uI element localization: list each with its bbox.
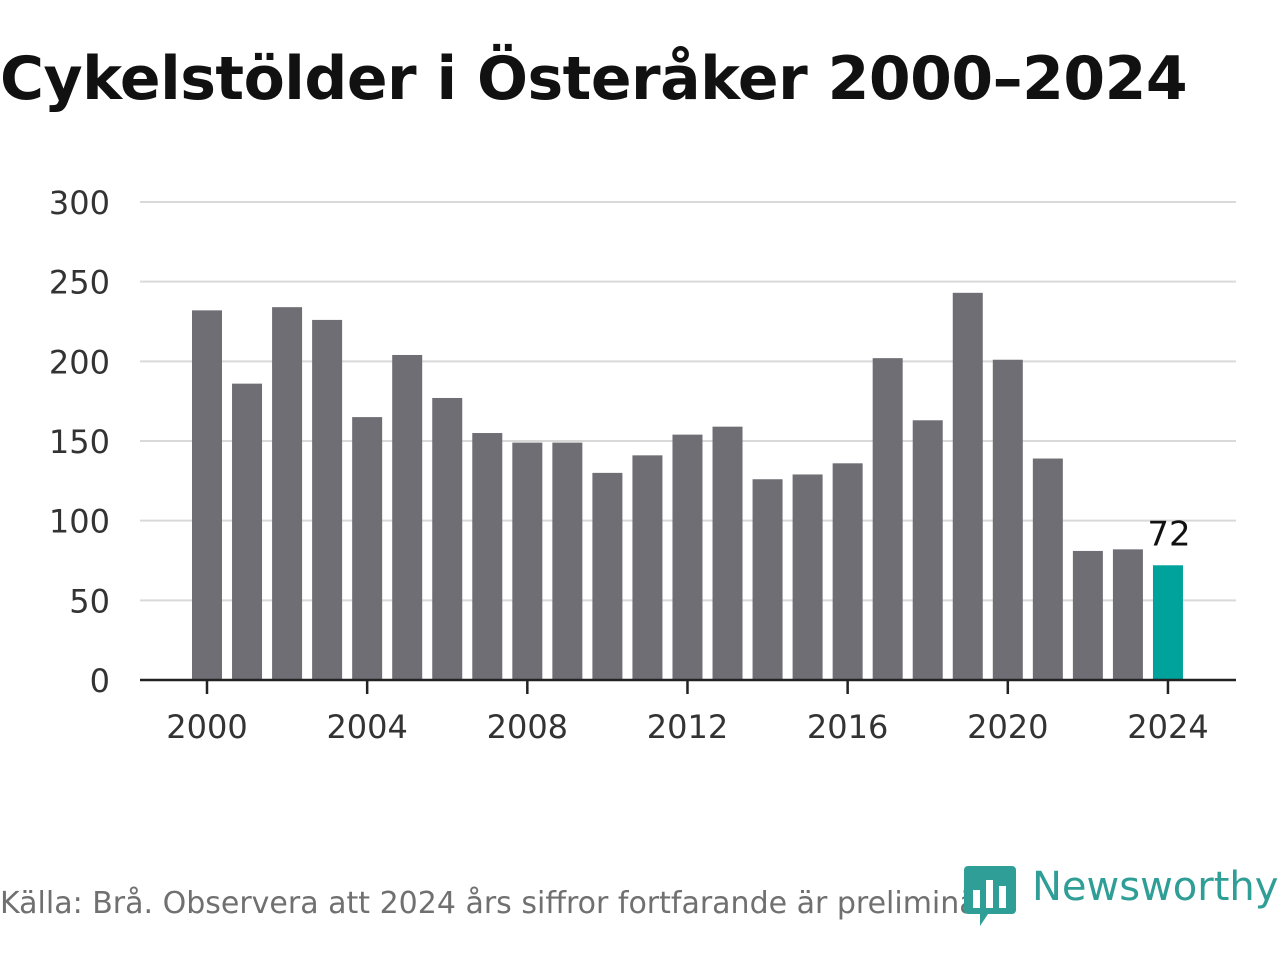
chart-title: Cykelstölder i Österåker 2000–2024 bbox=[0, 44, 1188, 114]
bar bbox=[1072, 550, 1103, 680]
brand-name: Newsworthy bbox=[1032, 864, 1279, 910]
y-tick-label: 200 bbox=[49, 343, 110, 381]
bar bbox=[592, 472, 623, 680]
data-labels: 72 bbox=[1147, 514, 1190, 554]
x-tick-labels: 2000 2004 2008 2012 2016 2020 2024 bbox=[166, 708, 1208, 746]
bar bbox=[512, 442, 543, 680]
bar bbox=[472, 433, 503, 680]
bar bbox=[432, 397, 463, 680]
bar bbox=[1112, 549, 1143, 680]
bars bbox=[192, 292, 1183, 680]
y-tick-label: 0 bbox=[90, 662, 110, 700]
bar bbox=[752, 479, 783, 680]
bar bbox=[792, 474, 823, 680]
bar bbox=[952, 292, 983, 680]
y-tick-labels: 0 50 100 150 200 250 300 bbox=[49, 184, 110, 700]
bar bbox=[232, 383, 263, 680]
x-tick-label: 2016 bbox=[807, 708, 888, 746]
bar bbox=[392, 354, 423, 680]
bar bbox=[712, 426, 743, 680]
bar bbox=[312, 319, 343, 680]
bar bbox=[272, 307, 303, 680]
x-tick-label: 2020 bbox=[967, 708, 1048, 746]
bar bbox=[192, 310, 222, 680]
bar bbox=[632, 455, 663, 680]
bar bbox=[352, 417, 383, 680]
newsworthy-logo[interactable]: Newsworthy bbox=[964, 864, 1280, 928]
bar bbox=[552, 442, 583, 680]
bar-chart-bubble-icon bbox=[964, 866, 1016, 926]
y-tick-label: 300 bbox=[49, 184, 110, 222]
x-tick-label: 2024 bbox=[1127, 708, 1208, 746]
bar-highlight bbox=[1152, 565, 1183, 680]
y-tick-label: 100 bbox=[49, 503, 110, 541]
x-tick-label: 2008 bbox=[487, 708, 568, 746]
x-tick-label: 2000 bbox=[166, 708, 247, 746]
bar bbox=[832, 463, 863, 680]
y-tick-label: 150 bbox=[49, 423, 110, 461]
y-tick-label: 250 bbox=[49, 264, 110, 302]
data-label: 72 bbox=[1147, 514, 1190, 554]
x-tick-label: 2012 bbox=[647, 708, 728, 746]
bar bbox=[1032, 458, 1063, 680]
bar bbox=[992, 359, 1023, 680]
bar bbox=[672, 434, 703, 680]
bar bbox=[912, 420, 943, 680]
source-note: Källa: Brå. Observera att 2024 års siffr… bbox=[0, 886, 1018, 921]
y-tick-label: 50 bbox=[69, 582, 110, 620]
x-axis bbox=[140, 678, 1236, 694]
x-tick-label: 2004 bbox=[326, 708, 407, 746]
bar bbox=[872, 358, 903, 680]
